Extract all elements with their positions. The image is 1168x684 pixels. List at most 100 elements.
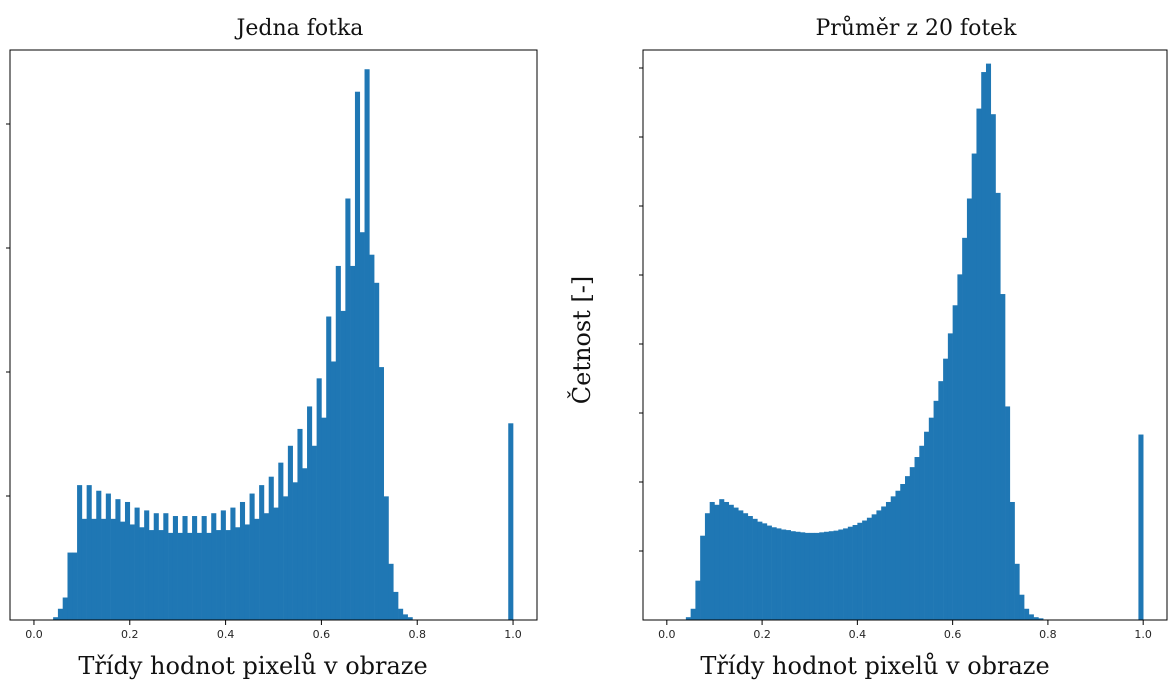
histogram-bar bbox=[914, 457, 920, 620]
histogram-bar bbox=[378, 367, 384, 620]
histogram-bar bbox=[1009, 501, 1015, 620]
histogram-bar bbox=[752, 518, 758, 620]
histogram-bar bbox=[962, 237, 968, 620]
histogram-bar bbox=[833, 530, 839, 620]
histogram-bar bbox=[57, 608, 63, 620]
histogram-bar bbox=[53, 617, 59, 620]
histogram-bar bbox=[316, 378, 322, 620]
histogram-bar bbox=[790, 531, 796, 620]
histogram-bar bbox=[345, 198, 351, 620]
histogram-bar bbox=[177, 532, 183, 620]
histogram-bar bbox=[144, 510, 150, 620]
right-histogram-bars bbox=[685, 63, 1144, 621]
histogram-bar bbox=[719, 499, 725, 620]
histogram-bar bbox=[919, 445, 925, 620]
histogram-bar bbox=[326, 316, 332, 620]
histogram-bar bbox=[852, 525, 858, 620]
histogram-bar bbox=[1138, 434, 1144, 620]
histogram-bar bbox=[924, 431, 930, 620]
histogram-bar bbox=[350, 265, 356, 620]
histogram-bar bbox=[235, 527, 241, 620]
histogram-bar bbox=[168, 532, 174, 620]
histogram-bar bbox=[335, 265, 341, 620]
histogram-bar bbox=[881, 506, 887, 620]
histogram-bar bbox=[307, 406, 313, 620]
histogram-bar bbox=[1000, 294, 1006, 620]
histogram-bar bbox=[302, 468, 308, 620]
histogram-bar bbox=[153, 513, 159, 620]
histogram-bar bbox=[311, 445, 317, 620]
histogram-bar bbox=[383, 496, 389, 620]
histogram-bar bbox=[148, 530, 155, 620]
histogram-bar bbox=[714, 504, 720, 620]
histogram-bar bbox=[508, 423, 514, 620]
x-tick-label: 1.0 bbox=[504, 628, 522, 641]
histogram-bar bbox=[77, 485, 83, 620]
x-tick-label: 0.4 bbox=[849, 628, 867, 641]
histogram-bar bbox=[72, 552, 78, 620]
histogram-bar bbox=[124, 501, 131, 620]
histogram-bar bbox=[985, 63, 992, 621]
histogram-bar bbox=[330, 361, 337, 620]
histogram-bar bbox=[273, 507, 279, 620]
histogram-bar bbox=[762, 523, 768, 620]
left-y-ticks bbox=[6, 123, 10, 497]
histogram-bar bbox=[283, 496, 289, 620]
histogram-bar bbox=[938, 381, 944, 620]
histogram-bar bbox=[216, 530, 222, 620]
histogram-bar bbox=[249, 493, 255, 620]
histogram-bar bbox=[1033, 617, 1039, 620]
histogram-bar bbox=[876, 510, 882, 620]
histogram-bar bbox=[278, 462, 284, 620]
histogram-bar bbox=[62, 597, 68, 620]
left-x-axis-label: Třídy hodnot pixelů v obraze bbox=[78, 652, 427, 680]
histogram-bar bbox=[340, 310, 346, 620]
histogram-bar bbox=[1014, 563, 1020, 620]
histogram-bar bbox=[733, 507, 739, 620]
histogram-bar bbox=[192, 516, 198, 620]
histogram-bar bbox=[809, 532, 815, 620]
x-tick-label: 0.4 bbox=[217, 628, 235, 641]
histogram-bar bbox=[709, 501, 715, 620]
histogram-bar bbox=[757, 521, 763, 620]
histogram-bar bbox=[297, 428, 303, 620]
histogram-bar bbox=[1005, 406, 1011, 620]
histogram-bar bbox=[163, 513, 169, 620]
histogram-bar bbox=[700, 535, 706, 620]
histogram-bar bbox=[369, 254, 375, 620]
histogram-bar bbox=[101, 518, 107, 620]
histogram-bar bbox=[900, 484, 906, 620]
right-y-ticks bbox=[639, 67, 643, 552]
histogram-bar bbox=[268, 476, 274, 620]
histogram-bar bbox=[67, 552, 73, 620]
histogram-bar bbox=[723, 501, 730, 620]
histogram-bar bbox=[704, 513, 710, 620]
histogram-bar bbox=[838, 529, 844, 620]
left-histogram-panel: Jedna fotka 0.0 0.2 0.4 0.6 0.8 1.0 Třídy hod… bbox=[6, 16, 538, 680]
histogram-bar bbox=[402, 614, 408, 620]
left-chart-title: Jedna fotka bbox=[235, 16, 364, 41]
histogram-bar bbox=[824, 531, 830, 620]
histogram-bar bbox=[800, 532, 806, 620]
histogram-bar bbox=[971, 153, 977, 621]
histogram-bar bbox=[976, 108, 982, 620]
histogram-bar bbox=[685, 617, 691, 620]
histogram-bar bbox=[206, 532, 212, 620]
histogram-bar bbox=[766, 525, 772, 620]
histogram-bar bbox=[943, 358, 949, 620]
histogram-bar bbox=[862, 520, 868, 620]
histogram-bar bbox=[843, 528, 849, 620]
histogram-bar bbox=[321, 417, 327, 620]
right-y-axis-label: Četnost [-] bbox=[567, 276, 596, 405]
x-tick-label: 0.8 bbox=[1039, 628, 1057, 641]
x-tick-label: 1.0 bbox=[1134, 628, 1152, 641]
histogram-bar bbox=[814, 532, 820, 620]
histogram-bar bbox=[364, 69, 370, 621]
histogram-bar bbox=[91, 518, 97, 620]
histogram-bar bbox=[407, 617, 413, 620]
histogram-bar bbox=[354, 91, 361, 621]
left-histogram-bars bbox=[53, 69, 514, 621]
histogram-bar bbox=[105, 493, 111, 620]
histogram-bar bbox=[172, 516, 178, 620]
